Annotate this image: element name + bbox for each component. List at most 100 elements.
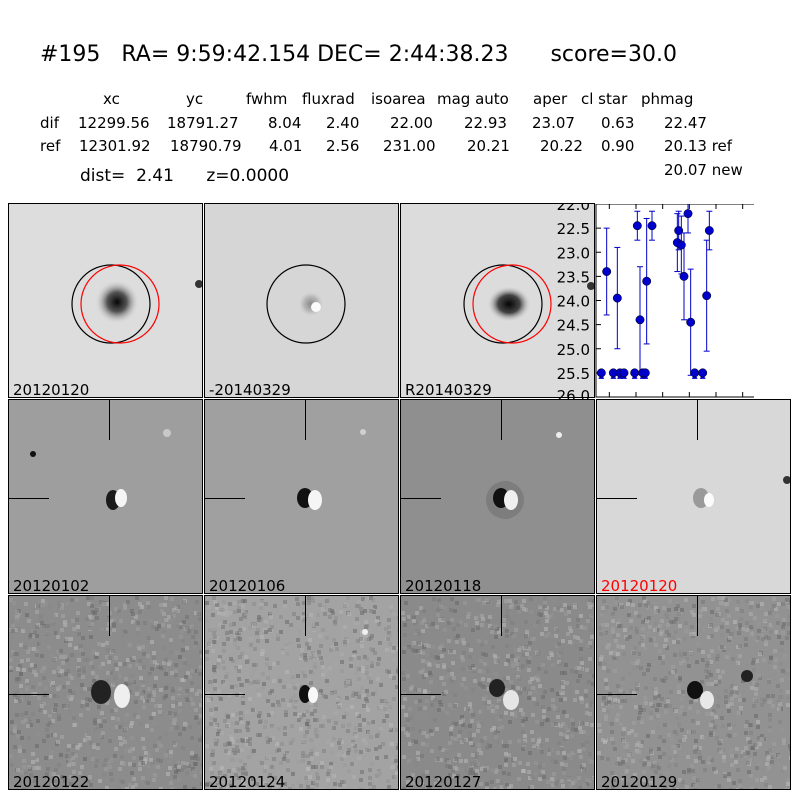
stamp-ref-image [463,264,594,344]
stamp-epoch-image [693,476,790,508]
data-point [702,291,712,301]
y-tick-label: 25.0 [557,341,590,359]
y-tick-label: 22.5 [557,220,590,238]
dif-isoarea: 22.00 [390,114,433,132]
crosshair-vertical [305,400,306,440]
stamp-label: 20120124 [209,773,286,790]
stamp-new-image [71,264,202,344]
aperture-circle-black [266,264,346,344]
stamp-label: R20140329 [405,381,492,398]
stamp-label: -20140329 [209,381,291,398]
crosshair-vertical [501,596,502,636]
stamp-label: 20120106 [209,577,286,594]
stamp-ref: R20140329 [400,203,595,398]
aperture-circle-red [80,264,160,344]
dif-fluxrad: 2.40 [326,114,360,132]
data-point [704,226,714,235]
ref-fluxrad: 2.56 [326,137,360,155]
stamp-label: 20120129 [601,773,678,790]
plot-frame [595,204,754,398]
crosshair-horizontal [9,498,49,499]
ref-mag-auto: 20.21 [467,137,510,155]
crosshair-vertical [697,596,698,636]
data-point [632,221,642,231]
stamp-diff: -20140329 [204,203,399,398]
col-header-phmag: phmag [641,90,694,108]
aperture-circle-black [71,264,151,344]
stamp-label: 20120120 [13,381,90,398]
stamp-epoch-image [486,432,562,519]
stamp-epoch-image [30,429,171,510]
crosshair-horizontal [597,498,637,499]
stamp-diff-image [266,264,346,344]
stamp-epoch: 20120102 [8,399,203,594]
crosshair-horizontal [401,498,441,499]
candidate-title: #195 RA= 9:59:42.154 DEC= 2:44:38.23 sco… [40,42,677,67]
ref-phmag: 20.13 ref [664,137,733,155]
stamp-label: 20120122 [13,773,90,790]
dif-xc: 12299.56 [78,114,150,132]
y-tick-label: 24.5 [557,317,590,335]
col-header-mag-auto: mag auto [437,90,509,108]
col-header-fluxrad: fluxrad [302,90,355,108]
stamp-epoch: 20120106 [204,399,399,594]
y-tick-label: 23.5 [557,268,590,286]
stamp-epoch: 20120118 [400,399,595,594]
dif-yc: 18791.27 [167,114,239,132]
row-label-ref: ref [40,137,61,155]
stamp-epoch: 20120129 [596,595,791,790]
y-tick-label: 23.0 [557,244,590,262]
ref-aper: 20.22 [540,137,583,155]
ref-isoarea: 231.00 [383,137,436,155]
data-point [690,368,700,378]
data-point [612,293,622,303]
stamp-epoch-image [9,596,202,789]
aperture-circle-red [472,264,552,344]
light-curve-chart: 22.022.523.023.524.024.525.025.526.0-200… [557,204,796,418]
crosshair-vertical [109,596,110,636]
stamp-epoch-image [597,596,790,789]
stamp-epoch: 20120127 [400,595,595,790]
light-curve-svg: 22.022.523.023.524.024.525.025.526.0-200… [557,204,754,418]
col-header-yc: yc [186,90,204,108]
data-point [647,221,657,231]
data-point [698,368,708,378]
crosshair-vertical [697,400,698,440]
stamp-label-current: 20120120 [601,577,678,594]
dif-mag-auto: 22.93 [464,114,507,132]
col-header-fwhm: fwhm [246,90,288,108]
row-label-dif: dif [40,114,59,132]
stamp-epoch: 20120122 [8,595,203,790]
stamp-epoch-image [401,596,594,789]
aperture-circle-black [463,264,543,344]
ref-yc: 18790.79 [170,137,242,155]
dif-aper: 23.07 [532,114,575,132]
ref-cl-star: 0.90 [601,137,635,155]
stamp-epoch: 20120124 [204,595,399,790]
data-point [683,209,693,219]
stamp-new: 20120120 [8,203,203,398]
crosshair-vertical [501,400,502,440]
data-point [674,226,684,235]
data-point [676,240,686,250]
stamp-epoch-current: 20120120 [596,399,791,594]
data-point [635,315,645,325]
y-tick-label: 22.0 [557,204,590,214]
dist-redshift-line: dist= 2.41 z=0.0000 [80,166,290,186]
stamp-label: 20120127 [405,773,482,790]
dif-fwhm: 8.04 [268,114,302,132]
data-point [602,267,612,277]
crosshair-horizontal [9,694,49,695]
data-point [679,271,689,281]
dif-phmag: 22.47 [664,114,707,132]
stamp-label: 20120102 [13,577,90,594]
data-point [642,276,652,286]
crosshair-horizontal [401,694,441,695]
ref-xc: 12301.92 [79,137,151,155]
col-header-aper: aper [533,90,568,108]
y-tick-label: 25.5 [557,365,590,383]
crosshair-horizontal [205,498,245,499]
data-point [686,317,696,327]
stamp-epoch-image [297,429,366,510]
crosshair-horizontal [205,694,245,695]
